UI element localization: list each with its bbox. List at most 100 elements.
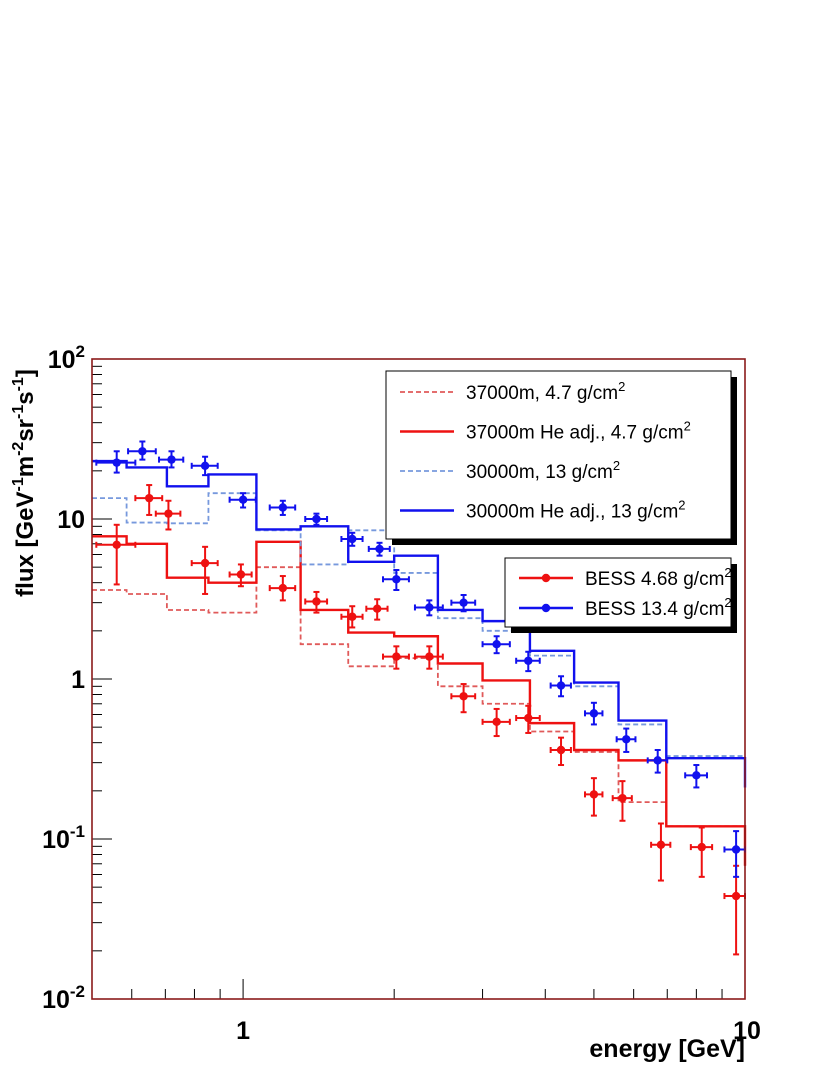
data-point (689, 826, 714, 878)
point-marker (112, 540, 121, 549)
data-point (481, 707, 511, 738)
tick-exponent: -1 (70, 822, 85, 841)
data-point (450, 593, 477, 613)
data-point (549, 736, 572, 767)
legend-label-text: BESS 4.68 g/cm (585, 569, 724, 590)
data-point (611, 780, 633, 822)
y-axis-label-part: s (12, 391, 39, 404)
point-marker (459, 692, 468, 701)
data-point (646, 748, 669, 774)
plot-frame (91, 358, 746, 1000)
legend-label-sup: 2 (678, 498, 685, 513)
point-marker (492, 717, 501, 727)
legend-label-sup: 2 (724, 565, 731, 580)
legend-label: BESS 13.4 g/cm2 (585, 595, 732, 620)
data-point (650, 822, 672, 882)
data-point (95, 450, 137, 474)
legend-label-sup: 2 (724, 595, 731, 610)
data-point (95, 523, 137, 586)
legend-swatch-marker (541, 573, 551, 583)
legend-entry: 30000m, 13 g/cm2 (400, 458, 620, 483)
data-point (228, 563, 253, 588)
y-axis-label-sup: -1 (10, 477, 27, 491)
point-marker (692, 771, 701, 780)
data-point (723, 830, 746, 878)
legend-label-sup: 2 (618, 379, 625, 394)
point-marker (556, 745, 566, 755)
tick-base: 10 (48, 346, 76, 374)
tick-base: 10 (42, 826, 70, 854)
legend-entry: 37000m He adj., 4.7 g/cm2 (400, 419, 691, 444)
legend-label-text: 30000m, 13 g/cm (466, 462, 613, 483)
point-marker (622, 735, 631, 744)
x-axis-label: energy [GeV] (589, 1035, 745, 1063)
y-axis-label-part: ] (12, 369, 39, 377)
legend-label-text: 30000m He adj., 13 g/cm (466, 502, 678, 523)
y-axis-label-part: sr (12, 419, 39, 442)
data-point (127, 440, 157, 461)
point-marker (492, 640, 501, 649)
y-axis-label-part: flux [GeV (12, 491, 39, 596)
data-point (381, 569, 410, 591)
data-point (304, 590, 329, 614)
legend-label: BESS 4.68 g/cm2 (585, 565, 732, 590)
data-point (158, 450, 185, 469)
tick-base: 10 (42, 986, 70, 1014)
data-point (723, 864, 746, 956)
data-point (584, 701, 604, 726)
data-point (154, 499, 182, 531)
point-marker (278, 503, 288, 512)
point-marker (653, 756, 662, 765)
data-point (365, 598, 389, 621)
data-point (450, 683, 477, 714)
legend-entry: BESS 13.4 g/cm2 (519, 595, 732, 620)
point-marker (372, 604, 382, 613)
series-layer (92, 440, 747, 956)
y-axis-label-sup: -2 (10, 442, 27, 456)
point-marker (459, 598, 468, 607)
point-marker (697, 842, 706, 852)
point-marker (138, 447, 147, 456)
point-marker (524, 656, 533, 665)
data-point (549, 675, 572, 698)
data-point (684, 764, 708, 789)
legend-label-sup: 2 (613, 458, 620, 473)
data-point (340, 605, 364, 629)
data-point (515, 650, 541, 673)
series-line-2 (92, 492, 746, 788)
point-marker (589, 790, 599, 799)
point-marker (348, 612, 357, 621)
legend-label: 37000m, 4.7 g/cm2 (466, 379, 625, 404)
legend-label: 30000m, 13 g/cm2 (466, 458, 620, 483)
point-marker (392, 652, 401, 661)
data-point (615, 727, 637, 753)
y-tick-label: 1 (71, 666, 85, 694)
point-marker (200, 558, 210, 568)
y-axis-label-part: m (12, 456, 39, 477)
point-marker (556, 681, 566, 690)
point-marker (312, 514, 321, 524)
legend-entry: 37000m, 4.7 g/cm2 (400, 379, 625, 404)
data-point (228, 492, 257, 509)
point-marker (589, 709, 599, 718)
legend-label: 30000m He adj., 13 g/cm2 (466, 498, 686, 523)
data-point (481, 635, 511, 655)
point-marker (348, 534, 357, 544)
y-axis-label-sup: -1 (10, 405, 27, 419)
legend-simulations: 37000m, 4.7 g/cm2 37000m He adj., 4.7 g/c… (385, 370, 737, 545)
point-marker (392, 575, 401, 584)
x-tick-label: 1 (236, 1017, 250, 1045)
data-point (381, 645, 410, 670)
point-marker (164, 509, 173, 518)
point-marker (425, 603, 434, 612)
series-line-1 (92, 535, 747, 866)
point-marker (112, 458, 121, 467)
point-marker (618, 793, 627, 803)
point-marker (167, 455, 176, 464)
data-point (268, 499, 297, 516)
legends: 37000m, 4.7 g/cm2 37000m He adj., 4.7 g/c… (385, 370, 737, 633)
legend-label-text: 37000m He adj., 4.7 g/cm (466, 423, 684, 444)
series-line-3 (92, 459, 747, 788)
